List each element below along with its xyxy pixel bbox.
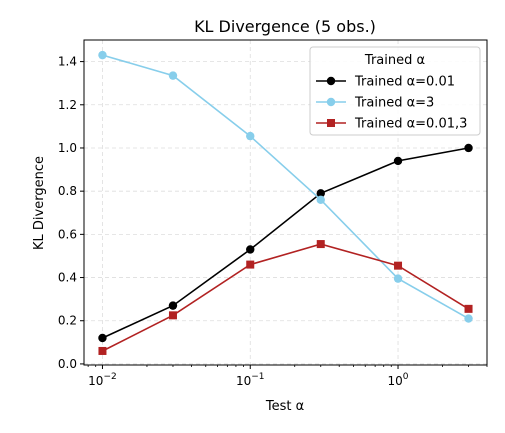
data-point	[316, 189, 325, 198]
y-tick-label: 0.4	[58, 271, 77, 285]
data-point	[393, 156, 403, 166]
y-tick-label: 1.4	[58, 55, 77, 69]
data-point	[394, 261, 403, 270]
series	[98, 143, 473, 343]
chart-title: KL Divergence (5 obs.)	[194, 17, 376, 36]
data-point	[168, 71, 178, 80]
axes: 0.0 0.2 0.4 0.6 0.8 1.0 1.2 1.4 10−2 10−1 100	[58, 55, 488, 388]
legend-marker	[326, 97, 336, 107]
y-tick-label: 0.6	[58, 227, 77, 241]
y-tick-label: 0.0	[58, 357, 77, 371]
data-point	[98, 346, 107, 355]
data-point	[168, 311, 177, 320]
series-line	[102, 147, 469, 339]
x-tick-label: 10−1	[236, 372, 265, 388]
data-point	[316, 195, 325, 205]
data-point	[393, 274, 403, 283]
y-tick-label: 1.2	[58, 98, 77, 112]
legend-entry: Trained α=3	[316, 96, 434, 111]
legend-entries: Trained α=0.01 Trained α=3 Trained α=0.01,…	[316, 75, 467, 132]
y-tick-label: 0.8	[58, 184, 77, 198]
legend-box	[309, 46, 481, 136]
legend-marker	[327, 119, 335, 127]
legend-entry: Trained α=0.01,3	[316, 117, 467, 132]
x-tick-label: 100	[388, 372, 409, 388]
data-point	[464, 314, 473, 323]
x-axis-label: Test α	[265, 399, 304, 414]
data-point	[98, 333, 107, 343]
legend-entry: Trained α=0.01	[316, 75, 455, 90]
data-point	[98, 50, 107, 60]
legend-label: Trained α=0.01,3	[354, 117, 467, 132]
y-tick-label: 0.2	[58, 314, 77, 328]
data-point	[464, 143, 473, 153]
data-point	[464, 304, 473, 313]
series-line	[102, 54, 469, 320]
grid	[84, 40, 487, 365]
data-point	[168, 301, 178, 310]
x-tick-label: 10−2	[88, 372, 117, 388]
series-line	[102, 243, 469, 352]
plot-frame	[83, 39, 488, 366]
data-point	[246, 260, 255, 269]
series	[98, 240, 473, 355]
series	[98, 50, 473, 323]
legend-title: Trained α	[364, 53, 425, 68]
data-point	[246, 131, 255, 141]
y-axis-label: KL Divergence	[32, 156, 47, 250]
data-point	[316, 240, 325, 249]
plot-series	[98, 50, 473, 355]
legend-marker	[326, 76, 336, 86]
legend-label: Trained α=0.01	[354, 75, 455, 90]
data-point	[246, 245, 255, 254]
legend-label: Trained α=3	[354, 96, 434, 111]
y-tick-label: 1.0	[58, 141, 77, 155]
